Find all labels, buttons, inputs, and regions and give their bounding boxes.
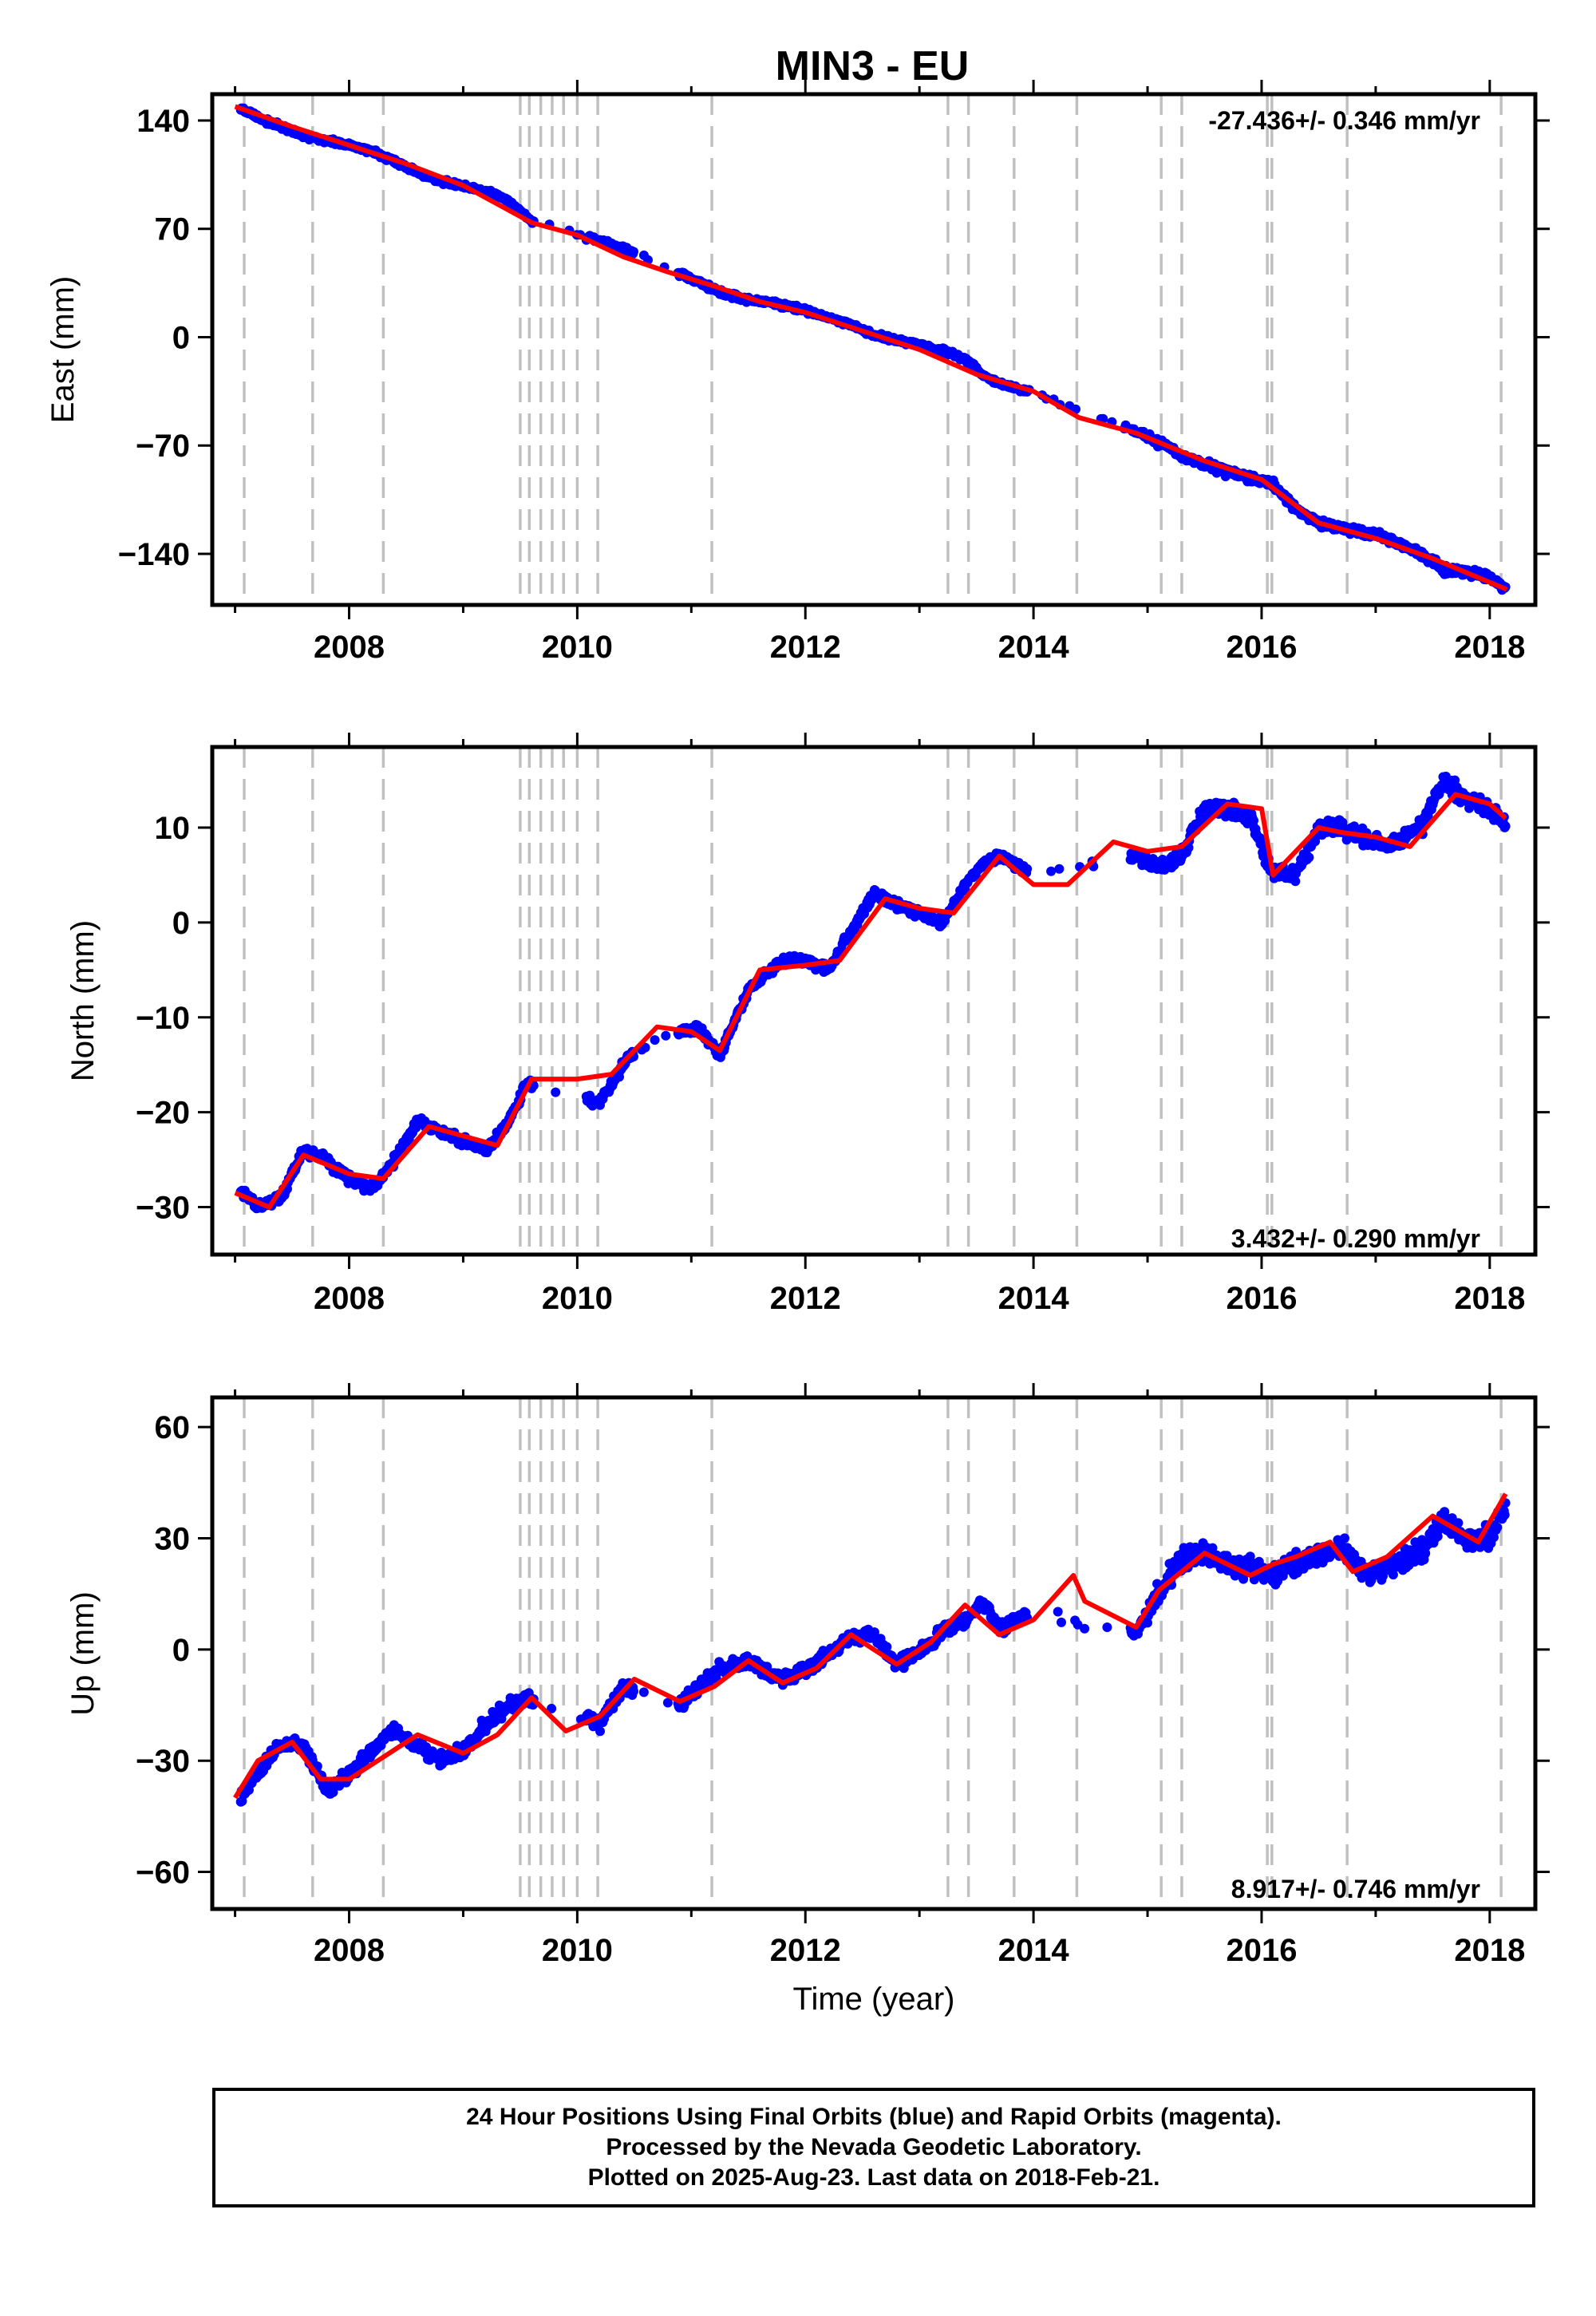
data-point bbox=[882, 1642, 892, 1652]
processing-note-line-3: Plotted on 2025-Aug-23. Last data on 201… bbox=[587, 2164, 1160, 2191]
data-point bbox=[629, 1686, 638, 1697]
velocity-label: 3.432+/- 0.290 mm/yr bbox=[1231, 1224, 1480, 1253]
data-point bbox=[1304, 852, 1314, 863]
x-tick-label: 2012 bbox=[770, 1933, 841, 1968]
data-point bbox=[1489, 1532, 1499, 1543]
velocity-label: -27.436+/- 0.346 mm/yr bbox=[1208, 106, 1480, 135]
y-axis-label: Up (mm) bbox=[65, 1591, 101, 1716]
data-point bbox=[595, 1726, 605, 1737]
data-point bbox=[1207, 1543, 1218, 1553]
data-point bbox=[1102, 1622, 1112, 1632]
up-panel: 2008 2010 2012 2014 2016 2018 60 30 0 −30 −60 Up (m… bbox=[65, 1383, 1550, 2017]
x-tick-label: 2014 bbox=[998, 1933, 1070, 1968]
data-point bbox=[640, 1042, 650, 1053]
velocity-label: 8.917+/- 0.746 mm/yr bbox=[1231, 1875, 1480, 1903]
data-point bbox=[638, 1687, 649, 1697]
y-tick-label: 0 bbox=[172, 1633, 190, 1668]
x-tick-label: 2018 bbox=[1454, 630, 1525, 665]
x-tick-label: 2014 bbox=[998, 630, 1070, 665]
data-point bbox=[661, 1030, 671, 1041]
data-point bbox=[1143, 1618, 1152, 1628]
x-tick-label: 2010 bbox=[542, 1281, 613, 1316]
y-tick-label: 70 bbox=[155, 212, 191, 247]
data-point bbox=[1054, 864, 1065, 874]
x-tick-label: 2012 bbox=[770, 630, 841, 665]
chart-title: MIN3 - EU bbox=[776, 43, 970, 89]
data-point bbox=[551, 1087, 561, 1097]
x-tick-label: 2008 bbox=[314, 630, 385, 665]
y-tick-label: −70 bbox=[136, 429, 190, 464]
x-tick-label: 2016 bbox=[1226, 1281, 1297, 1316]
data-point bbox=[1500, 821, 1511, 832]
data-point bbox=[1249, 816, 1258, 826]
y-tick-label: 0 bbox=[172, 906, 190, 941]
x-tick-label: 2014 bbox=[998, 1281, 1070, 1316]
model-curve bbox=[234, 104, 1508, 592]
plot-frame bbox=[210, 1395, 1538, 1911]
data-point bbox=[1022, 864, 1033, 874]
y-tick-label: −60 bbox=[136, 1856, 190, 1891]
y-tick-label: −30 bbox=[136, 1744, 190, 1779]
plot-frame bbox=[210, 745, 1538, 1257]
x-tick-label: 2016 bbox=[1226, 1933, 1297, 1968]
processing-note-line-1: 24 Hour Positions Using Final Orbits (bl… bbox=[466, 2104, 1282, 2130]
data-point bbox=[1492, 1522, 1503, 1532]
y-tick-label: −20 bbox=[136, 1096, 190, 1131]
east-panel: 2008 2010 2012 2014 2016 2018 140 70 0 −70 −140 Eas… bbox=[45, 80, 1550, 665]
data-points bbox=[235, 771, 1511, 1214]
x-tick-label: 2008 bbox=[314, 1281, 385, 1316]
y-tick-label: −140 bbox=[118, 537, 190, 572]
data-point bbox=[1453, 1518, 1464, 1528]
x-tick-label: 2010 bbox=[542, 1933, 613, 1968]
x-tick-label: 2016 bbox=[1226, 630, 1297, 665]
x-axis-label: Time (year) bbox=[793, 1982, 955, 2017]
data-point bbox=[650, 1035, 660, 1045]
data-point bbox=[1290, 876, 1301, 887]
data-point bbox=[1222, 1551, 1232, 1561]
data-point bbox=[662, 1697, 673, 1708]
north-panel: 2008 2010 2012 2014 2016 2018 10 0 −10 −20 −30 Nort… bbox=[65, 733, 1550, 1316]
y-tick-label: −10 bbox=[136, 1001, 190, 1036]
processing-note: 24 Hour Positions Using Final Orbits (bl… bbox=[212, 2088, 1535, 2207]
data-point bbox=[1080, 1623, 1090, 1634]
x-tick-label: 2018 bbox=[1454, 1933, 1525, 1968]
x-tick-label: 2012 bbox=[770, 1281, 841, 1316]
y-tick-label: 60 bbox=[155, 1410, 191, 1445]
data-point bbox=[1245, 1551, 1255, 1562]
y-axis-label: North (mm) bbox=[65, 920, 101, 1081]
y-tick-label: 30 bbox=[155, 1522, 191, 1557]
y-tick-label: 0 bbox=[172, 320, 190, 355]
y-tick-label: −30 bbox=[136, 1191, 190, 1226]
x-tick-label: 2018 bbox=[1454, 1281, 1525, 1316]
model-curve bbox=[234, 792, 1507, 1210]
data-point bbox=[1053, 1607, 1063, 1617]
data-point bbox=[1057, 1617, 1066, 1627]
data-point bbox=[1388, 1570, 1398, 1580]
data-point bbox=[328, 1787, 338, 1797]
data-point bbox=[1340, 1533, 1349, 1543]
data-point bbox=[629, 247, 638, 257]
y-axis-label: East (mm) bbox=[45, 276, 81, 423]
model-curve bbox=[233, 1492, 1508, 1800]
data-point bbox=[1499, 1510, 1510, 1520]
plot-frame bbox=[210, 92, 1538, 607]
y-tick-label: 140 bbox=[136, 104, 190, 139]
data-point bbox=[547, 1703, 557, 1713]
processing-note-line-2: Processed by the Nevada Geodetic Laborat… bbox=[606, 2134, 1142, 2160]
y-tick-label: 10 bbox=[155, 811, 191, 846]
x-tick-label: 2008 bbox=[314, 1933, 385, 1968]
x-tick-label: 2010 bbox=[542, 630, 613, 665]
data-point bbox=[1046, 866, 1057, 876]
